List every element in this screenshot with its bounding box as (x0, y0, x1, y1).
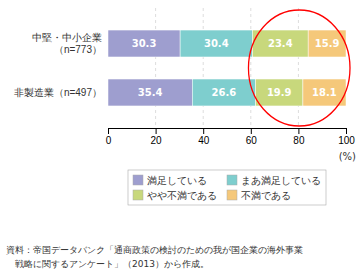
data-label: 35.4 (138, 87, 163, 98)
tick-label: 0 (106, 135, 112, 146)
grid (156, 8, 299, 128)
bar (252, 30, 308, 57)
tick-mark (346, 128, 347, 134)
tick: 0 (106, 128, 112, 146)
data-label: 26.6 (212, 87, 237, 98)
highlight-ellipse (248, 10, 350, 126)
grid-line (155, 8, 156, 128)
legend-label: 満足している (147, 175, 207, 186)
legend-label: 不満である (241, 190, 291, 201)
category-label: 中堅・中小企業（n=773） (32, 32, 102, 55)
legend-label: まあ満足している (241, 175, 321, 186)
series (180, 30, 255, 106)
x-axis-label: (%) (339, 151, 356, 162)
legend-item: まあ満足している (227, 175, 321, 186)
legend-swatch (227, 175, 237, 185)
data-label: 19.9 (267, 87, 292, 98)
tick-label: 60 (246, 135, 258, 146)
chart: 30.3 35.4 30.4 26.6 23.4 19.9 15.9 18.1 0 20 40 60 8… (0, 0, 360, 277)
plot: 30.3 35.4 30.4 26.6 23.4 19.9 15.9 18.1 0 20 40 60 8… (14, 8, 355, 146)
legend-label: やや不満である (147, 190, 217, 201)
tick-label: 40 (198, 135, 210, 146)
tick-label: 20 (151, 135, 163, 146)
tick: 20 (151, 128, 163, 146)
tick-mark (203, 128, 204, 134)
data-label: 30.3 (132, 38, 157, 49)
tick: 40 (198, 128, 210, 146)
tick-mark (156, 128, 157, 134)
legend-item: 満足している (133, 175, 207, 186)
y-axis: 中堅・中小企業（n=773） 非製造業（n=497） (14, 32, 108, 98)
grid-line (250, 8, 251, 128)
grid-line (203, 8, 204, 128)
tick: 80 (293, 128, 305, 146)
legend-box (128, 170, 326, 205)
tick: 中堅・中小企業（n=773） (32, 32, 108, 55)
series (108, 30, 192, 106)
tick: 100 (338, 128, 355, 146)
bar (256, 79, 303, 106)
bar (303, 79, 346, 106)
tick-mark (251, 128, 252, 134)
tick-label: 100 (338, 135, 355, 146)
annotation: 資料：帝国データバンク「通商政策の検討のための我が国企業の海外事業 (6, 245, 303, 255)
legend-swatch (133, 175, 143, 185)
data-labels: 30.3 35.4 30.4 26.6 23.4 19.9 15.9 18.1 (132, 38, 340, 98)
tick: 60 (246, 128, 258, 146)
tick-mark (298, 128, 299, 134)
data-label: 18.1 (312, 87, 337, 98)
bar (108, 79, 192, 106)
x-axis-line (109, 129, 347, 135)
grid-line (298, 8, 299, 128)
legend-swatch (133, 190, 143, 200)
series (252, 30, 308, 106)
x-axis: 0 20 40 60 80 100 (106, 128, 356, 146)
legend: 満足している まあ満足しているやや不満である 不満である (128, 170, 326, 205)
category-label: 非製造業（n=497） (14, 87, 102, 98)
tick: 非製造業（n=497） (14, 87, 108, 98)
tick-mark (108, 128, 109, 134)
bar (192, 79, 255, 106)
data-label: 23.4 (268, 38, 293, 49)
data-label: 15.9 (315, 38, 340, 49)
series (303, 30, 346, 106)
bars (108, 30, 346, 106)
data-label: 30.4 (204, 38, 229, 49)
legend-item: 不満である (227, 190, 291, 201)
bar (180, 30, 252, 57)
bar (108, 30, 180, 57)
legend-item: やや不満である (133, 190, 217, 201)
annotation: 戦略に関するアンケート」（2013）から作成。 (6, 259, 209, 269)
legend-swatch (227, 190, 237, 200)
tick-label: 80 (293, 135, 305, 146)
